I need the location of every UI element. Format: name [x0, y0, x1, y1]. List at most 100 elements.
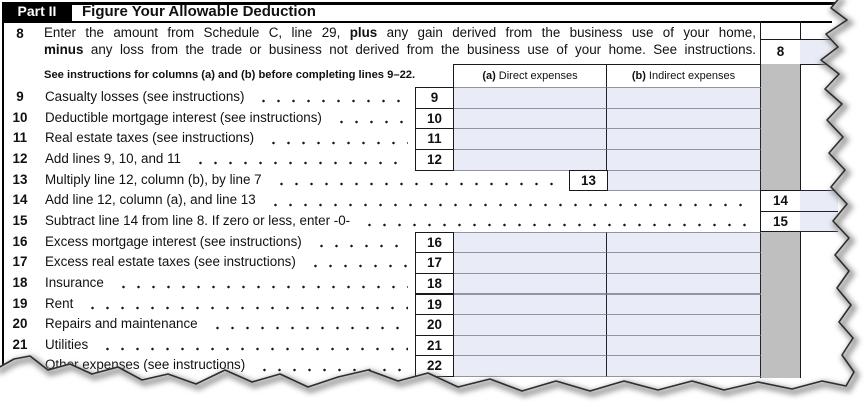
dot-leader: [191, 148, 408, 170]
line-label: Casualty losses (see instructions): [45, 89, 245, 104]
table-row: 11 Real estate taxes (see instructions) …: [0, 128, 866, 150]
line-number: 12: [12, 150, 28, 166]
line-number: 15: [12, 212, 28, 228]
line-number-box: 20: [415, 314, 454, 336]
line-label-wrap: Insurance: [45, 272, 412, 294]
line-number-box: 12: [415, 148, 454, 171]
line-number: 18: [12, 274, 28, 290]
entry-field-direct[interactable]: [453, 87, 608, 109]
entry-field-indirect[interactable]: [606, 334, 761, 357]
line-number: 22: [12, 357, 28, 373]
table-row: 21 Utilities 21: [0, 334, 866, 357]
dot-leader: [360, 210, 753, 232]
line-label: Rent: [45, 295, 74, 311]
line-label-wrap: Other expenses (see instructions): [45, 355, 412, 377]
line-label: Excess mortgage interest (see instructio…: [45, 233, 302, 249]
entry-field-indirect[interactable]: [606, 87, 761, 109]
line-number-box: 16: [415, 231, 454, 254]
line-number-box: 18: [415, 272, 454, 295]
line-number: 17: [12, 254, 28, 270]
table-row: 20 Repairs and maintenance 20: [0, 314, 866, 336]
entry-field-indirect[interactable]: [606, 293, 761, 316]
line-number-box: 10: [415, 107, 454, 130]
line-label: Insurance: [45, 274, 104, 290]
entry-field-indirect[interactable]: [606, 252, 761, 274]
line-number-box: 21: [415, 334, 454, 357]
entry-field-direct[interactable]: [453, 272, 608, 295]
table-row: 18 Insurance 18: [0, 272, 866, 295]
line-number-box: 13: [569, 169, 608, 192]
table-row: 12 Add lines 9, 10, and 11 12: [0, 148, 866, 171]
table-row: 22 Other expenses (see instructions) 22: [0, 355, 866, 378]
entry-field-direct[interactable]: [453, 148, 608, 171]
dot-leader: [255, 355, 408, 377]
line-label-wrap: Casualty losses (see instructions): [45, 87, 412, 108]
entry-field-indirect[interactable]: [606, 148, 761, 171]
table-row: 10 Deductible mortgage interest (see ins…: [0, 107, 866, 130]
table-row: 13 Multiply line 12, column (b), by line…: [0, 169, 866, 192]
table-row: 16 Excess mortgage interest (see instruc…: [0, 231, 866, 254]
line-number: 19: [12, 295, 28, 311]
dot-leader: [311, 231, 408, 253]
line-number: 11: [12, 130, 28, 146]
line-label-wrap: Add line 12, column (a), and line 13: [45, 190, 757, 211]
line-number: 9: [16, 89, 24, 104]
table-row: 15 Subtract line 14 from line 8. If zero…: [0, 210, 866, 233]
dot-leader: [83, 293, 408, 315]
line-number-box: 15: [760, 210, 801, 233]
entry-field-direct[interactable]: [453, 107, 608, 130]
entry-field-amount[interactable]: [800, 210, 838, 233]
dot-leader: [98, 334, 408, 356]
table-row: 14 Add line 12, column (a), and line 13 …: [0, 190, 866, 212]
entry-field-direct[interactable]: [453, 314, 608, 336]
line-label: Excess real estate taxes (see instructio…: [45, 254, 296, 270]
entry-field-direct[interactable]: [453, 128, 608, 150]
dot-leader: [113, 272, 408, 294]
entry-field-direct[interactable]: [453, 334, 608, 357]
entry-field-indirect[interactable]: [606, 107, 761, 130]
entry-field-indirect[interactable]: [606, 128, 761, 150]
table-row: 9 Casualty losses (see instructions) 9: [0, 87, 866, 109]
line-number: 14: [12, 192, 28, 208]
dot-leader: [207, 314, 408, 335]
entry-field-indirect[interactable]: [606, 231, 761, 254]
entry-field-indirect[interactable]: [606, 169, 761, 192]
line-label: Other expenses (see instructions): [45, 357, 246, 373]
entry-field-direct[interactable]: [453, 355, 608, 378]
line-label: Real estate taxes (see instructions): [45, 130, 255, 146]
line-number-box: 14: [760, 190, 801, 212]
entry-field-direct[interactable]: [453, 231, 608, 254]
line-number-box: 19: [415, 293, 454, 316]
line-number-box: 9: [415, 87, 454, 109]
entry-field-direct[interactable]: [453, 293, 608, 316]
line-label-wrap: Add lines 9, 10, and 11: [45, 148, 412, 170]
line-label-wrap: Excess mortgage interest (see instructio…: [45, 231, 412, 253]
line-number: 13: [12, 171, 28, 187]
entry-field-indirect[interactable]: [606, 355, 761, 378]
line-number: 20: [12, 316, 28, 332]
line-number-box: 22: [415, 355, 454, 378]
line-label-wrap: Multiply line 12, column (b), by line 7: [45, 169, 566, 191]
dot-leader: [265, 190, 753, 211]
line-label: Multiply line 12, column (b), by line 7: [45, 171, 262, 187]
dot-leader: [331, 107, 408, 129]
line-label: Deductible mortgage interest (see instru…: [45, 109, 322, 125]
line-label-wrap: Subtract line 14 from line 8. If zero or…: [45, 210, 757, 232]
entry-field-indirect[interactable]: [606, 272, 761, 295]
entry-field-direct[interactable]: [453, 252, 608, 274]
line-label-wrap: Deductible mortgage interest (see instru…: [45, 107, 412, 129]
line-number: 16: [12, 233, 28, 249]
dot-leader: [264, 128, 408, 149]
dot-leader: [305, 252, 408, 273]
line-label-wrap: Utilities: [45, 334, 412, 356]
dot-leader: [271, 169, 562, 191]
line-label: Subtract line 14 from line 8. If zero or…: [45, 212, 351, 228]
entry-field-indirect[interactable]: [606, 314, 761, 336]
dot-leader: [254, 87, 408, 108]
table-row: 17 Excess real estate taxes (see instruc…: [0, 252, 866, 274]
line-number-box: 17: [415, 252, 454, 274]
line-number: 10: [12, 109, 28, 125]
entry-field-amount[interactable]: [800, 190, 838, 212]
